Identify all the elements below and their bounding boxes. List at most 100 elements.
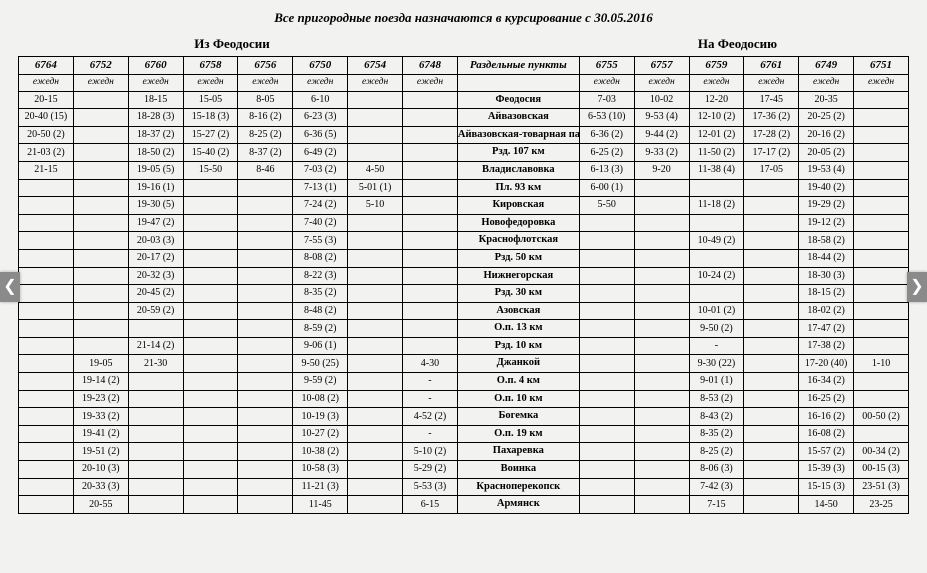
cell-right-r6-c2: 11-18 (2) xyxy=(689,197,744,215)
prev-arrow[interactable]: ❮ xyxy=(0,272,20,302)
cell-left-r16-c4 xyxy=(238,373,293,391)
cell-right-r16-c5 xyxy=(854,373,909,391)
cell-left-r8-c3 xyxy=(183,232,238,250)
cell-right-r3-c3: 17-17 (2) xyxy=(744,144,799,162)
cell-left-r13-c5: 8-59 (2) xyxy=(293,320,348,338)
cell-left-r23-c1: 20-55 xyxy=(73,496,128,514)
cell-right-r16-c0 xyxy=(579,373,634,391)
next-arrow[interactable]: ❯ xyxy=(907,272,927,302)
cell-left-r19-c5: 10-27 (2) xyxy=(293,425,348,443)
cell-right-r4-c4: 19-53 (4) xyxy=(799,161,854,179)
cell-right-r9-c2 xyxy=(689,249,744,267)
cell-left-r15-c1: 19-05 xyxy=(73,355,128,373)
cell-right-r15-c3 xyxy=(744,355,799,373)
cell-left-r19-c4 xyxy=(238,425,293,443)
freq-right-3: ежедн xyxy=(744,75,799,91)
cell-left-r1-c3: 15-18 (3) xyxy=(183,109,238,127)
cell-right-r11-c2 xyxy=(689,285,744,303)
station-r8: Краснофлотская xyxy=(457,232,579,250)
cell-right-r5-c3 xyxy=(744,179,799,197)
cell-left-r1-c1 xyxy=(73,109,128,127)
freq-right-0: ежедн xyxy=(579,75,634,91)
cell-left-r18-c2 xyxy=(128,408,183,426)
cell-left-r18-c4 xyxy=(238,408,293,426)
freq-mid xyxy=(457,75,579,91)
cell-left-r21-c2 xyxy=(128,461,183,479)
cell-left-r0-c0: 20-15 xyxy=(19,91,74,109)
freq-right-5: ежедн xyxy=(854,75,909,91)
cell-left-r6-c4 xyxy=(238,197,293,215)
cell-left-r14-c3 xyxy=(183,337,238,355)
cell-left-r23-c6 xyxy=(348,496,403,514)
cell-right-r5-c5 xyxy=(854,179,909,197)
cell-left-r17-c5: 10-08 (2) xyxy=(293,390,348,408)
cell-left-r4-c4: 8-46 xyxy=(238,161,293,179)
cell-right-r17-c3 xyxy=(744,390,799,408)
cell-right-r19-c5 xyxy=(854,425,909,443)
cell-right-r2-c1: 9-44 (2) xyxy=(634,126,689,144)
station-r14: Рзд. 10 км xyxy=(457,337,579,355)
cell-right-r14-c2: - xyxy=(689,337,744,355)
train-no-right-5: 6751 xyxy=(854,57,909,75)
freq-left-4: ежедн xyxy=(238,75,293,91)
cell-left-r17-c6 xyxy=(348,390,403,408)
cell-left-r21-c7: 5-29 (2) xyxy=(403,461,458,479)
cell-left-r21-c4 xyxy=(238,461,293,479)
cell-left-r11-c3 xyxy=(183,285,238,303)
cell-left-r19-c3 xyxy=(183,425,238,443)
cell-right-r9-c4: 18-44 (2) xyxy=(799,249,854,267)
cell-left-r14-c1 xyxy=(73,337,128,355)
cell-left-r16-c3 xyxy=(183,373,238,391)
cell-right-r9-c0 xyxy=(579,249,634,267)
cell-right-r19-c3 xyxy=(744,425,799,443)
train-no-right-1: 6757 xyxy=(634,57,689,75)
cell-left-r12-c3 xyxy=(183,302,238,320)
train-no-right-2: 6759 xyxy=(689,57,744,75)
cell-left-r13-c4 xyxy=(238,320,293,338)
cell-right-r1-c5 xyxy=(854,109,909,127)
cell-left-r2-c0: 20-50 (2) xyxy=(19,126,74,144)
cell-right-r2-c2: 12-01 (2) xyxy=(689,126,744,144)
cell-right-r8-c2: 10-49 (2) xyxy=(689,232,744,250)
cell-left-r6-c6: 5-10 xyxy=(348,197,403,215)
cell-left-r2-c1 xyxy=(73,126,128,144)
cell-right-r0-c4: 20-35 xyxy=(799,91,854,109)
cell-right-r2-c3: 17-28 (2) xyxy=(744,126,799,144)
cell-left-r22-c6 xyxy=(348,478,403,496)
freq-left-5: ежедн xyxy=(293,75,348,91)
cell-right-r15-c1 xyxy=(634,355,689,373)
cell-left-r12-c1 xyxy=(73,302,128,320)
cell-left-r19-c0 xyxy=(19,425,74,443)
cell-right-r16-c4: 16-34 (2) xyxy=(799,373,854,391)
cell-right-r4-c0: 6-13 (3) xyxy=(579,161,634,179)
cell-left-r12-c7 xyxy=(403,302,458,320)
cell-left-r7-c6 xyxy=(348,214,403,232)
cell-left-r22-c0 xyxy=(19,478,74,496)
direction-inbound: На Феодосию xyxy=(566,36,909,52)
cell-right-r17-c1 xyxy=(634,390,689,408)
cell-left-r13-c6 xyxy=(348,320,403,338)
cell-right-r1-c3: 17-36 (2) xyxy=(744,109,799,127)
cell-left-r11-c4 xyxy=(238,285,293,303)
cell-left-r9-c5: 8-08 (2) xyxy=(293,249,348,267)
cell-left-r14-c5: 9-06 (1) xyxy=(293,337,348,355)
cell-right-r19-c0 xyxy=(579,425,634,443)
cell-left-r7-c2: 19-47 (2) xyxy=(128,214,183,232)
cell-right-r15-c2: 9-30 (22) xyxy=(689,355,744,373)
cell-right-r22-c5: 23-51 (3) xyxy=(854,478,909,496)
cell-left-r3-c3: 15-40 (2) xyxy=(183,144,238,162)
cell-left-r7-c5: 7-40 (2) xyxy=(293,214,348,232)
cell-left-r13-c0 xyxy=(19,320,74,338)
cell-right-r20-c2: 8-25 (2) xyxy=(689,443,744,461)
cell-left-r17-c1: 19-23 (2) xyxy=(73,390,128,408)
cell-right-r3-c1: 9-33 (2) xyxy=(634,144,689,162)
cell-right-r1-c1: 9-53 (4) xyxy=(634,109,689,127)
direction-titles: Из Феодосии На Феодосию xyxy=(18,36,909,56)
freq-right-4: ежедн xyxy=(799,75,854,91)
cell-left-r16-c7: - xyxy=(403,373,458,391)
cell-right-r2-c5 xyxy=(854,126,909,144)
train-no-right-0: 6755 xyxy=(579,57,634,75)
cell-left-r21-c1: 20-10 (3) xyxy=(73,461,128,479)
cell-right-r13-c0 xyxy=(579,320,634,338)
cell-left-r3-c4: 8-37 (2) xyxy=(238,144,293,162)
